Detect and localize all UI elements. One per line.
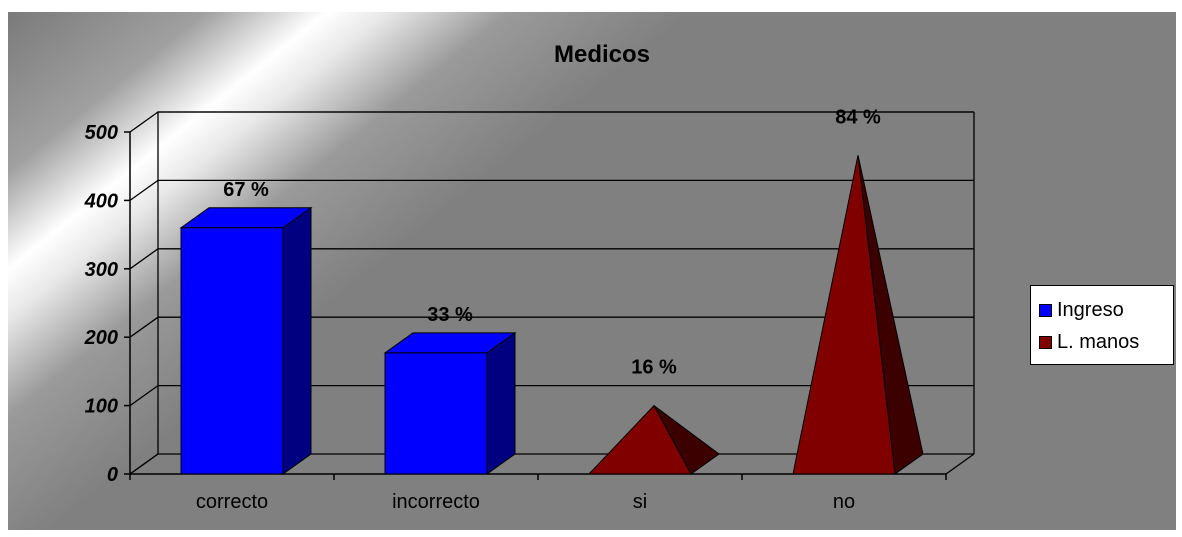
legend-item-l-manos: L. manos [1039, 330, 1139, 354]
gridline [129, 179, 974, 201]
y-tick-label: 0 [107, 464, 118, 486]
gridline [129, 316, 974, 338]
bar-side-face [282, 206, 312, 475]
x-tick-label: incorrecto [392, 491, 480, 513]
chart-title: Medicos [554, 41, 650, 68]
legend-swatch-ingreso [1039, 303, 1052, 317]
legend-label-ingreso: Ingreso [1057, 298, 1124, 321]
plot-area: 0 100 200 300 400 500 correcto incorrecto si no 67… [84, 106, 975, 513]
y-tick-label: 400 [84, 190, 118, 212]
y-tick-label: 100 [85, 396, 118, 418]
gridline [129, 111, 974, 133]
data-label: 67 % [223, 179, 269, 201]
chart: Medicos 0 100 200 300 400 500 correcto incorrec… [8, 12, 1176, 530]
legend-label-l-manos: L. manos [1057, 330, 1140, 353]
data-label: 33 % [427, 304, 473, 326]
y-tick-label: 500 [85, 122, 118, 144]
data-label: 84 % [835, 106, 881, 128]
y-tick-label: 200 [84, 327, 118, 349]
bar-ingreso [180, 227, 284, 475]
gridline [129, 248, 974, 270]
legend: Ingreso L. manos [1030, 285, 1174, 365]
chart-canvas: Medicos 0 100 200 300 400 500 correcto incorrec… [8, 12, 1176, 530]
x-tick-label: si [633, 491, 647, 513]
floor-right-edge [945, 453, 975, 475]
pyramid-l-manos [587, 404, 692, 475]
gridline [129, 384, 974, 407]
y-tick-label: 300 [85, 259, 118, 281]
x-tick-label: no [833, 491, 855, 513]
x-tick-label: correcto [196, 491, 268, 513]
data-label: 16 % [631, 357, 677, 379]
legend-swatch-l-manos [1039, 335, 1052, 349]
bar-ingreso [384, 352, 488, 475]
pyramid-l-manos [792, 155, 896, 475]
legend-item-ingreso: Ingreso [1039, 298, 1124, 322]
bar-side-face [486, 331, 516, 475]
